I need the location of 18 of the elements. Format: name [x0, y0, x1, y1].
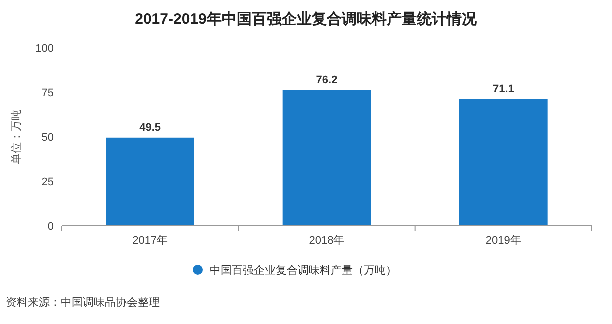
legend-label: 中国百强企业复合调味料产量（万吨）: [210, 264, 397, 277]
y-tick-label: 75: [42, 88, 54, 100]
y-axis-title: 单位：万吨: [10, 110, 23, 164]
chart-title: 2017-2019年中国百强企业复合调味料产量统计情况: [135, 11, 478, 28]
x-tick-label: 2018年: [309, 235, 345, 247]
text: 资料来源：中国调味品协会整理: [6, 296, 160, 309]
y-tick-label: 50: [42, 132, 54, 144]
x-tick-label: 2019年: [486, 235, 522, 247]
y-tick-label: 100: [36, 43, 54, 55]
data-label: 71.1: [492, 83, 514, 96]
data-label: 76.2: [316, 74, 338, 86]
data-label: 49.5: [140, 122, 162, 134]
bar: [106, 138, 194, 226]
y-tick-label: 25: [42, 176, 54, 188]
bar: [282, 90, 372, 226]
y-tick-label: 0: [48, 221, 54, 233]
bar: [460, 99, 548, 226]
x-tick-label: 2017年: [132, 235, 168, 247]
